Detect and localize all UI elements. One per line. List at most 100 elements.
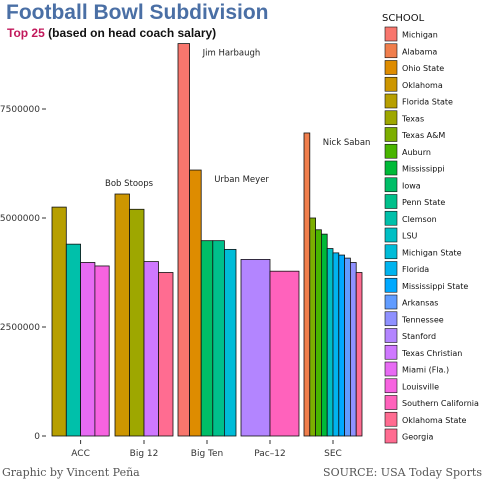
bar-clemson [65, 243, 82, 437]
x-tick-label: Pac–12 [254, 449, 285, 459]
bars-layer [51, 43, 363, 437]
legend-swatch [384, 143, 398, 159]
legend-swatch [384, 344, 398, 360]
bar-auburn [315, 229, 322, 437]
bar-arkansas [344, 257, 351, 437]
bar-southern-california [269, 270, 300, 437]
legend: SCHOOL Michigan Alabama Ohio State Oklahoma F… [382, 13, 479, 444]
bar-michigan [177, 43, 191, 437]
legend-entry: Mississippi [402, 165, 445, 174]
legend-swatch [384, 277, 398, 293]
legend-swatch [384, 378, 398, 394]
legend-entry: Penn State [402, 198, 445, 207]
annotation-label: Nick Saban [323, 138, 371, 148]
bar-penn-state [212, 240, 225, 437]
legend-entry: Iowa [402, 181, 421, 190]
legend-entry: Louisville [402, 382, 439, 391]
x-tick-label: SEC [324, 449, 342, 459]
legend-swatch [384, 328, 398, 343]
legend-swatch [384, 26, 398, 42]
x-tick-label: Big 12 [130, 449, 159, 459]
bar-oklahoma-state [158, 272, 174, 437]
y-tick-label: 5000000 [0, 214, 40, 224]
legend-entry: Tennessee [401, 315, 444, 324]
annotation-label: Jim Harbaugh [202, 49, 261, 59]
legend-swatch [384, 244, 398, 260]
bar-mississippi-state [338, 254, 345, 437]
y-tick-label: 7500000 [0, 105, 40, 115]
legend-swatch [384, 261, 398, 276]
legend-entry: Georgia [402, 433, 433, 442]
legend-swatch [384, 60, 398, 75]
chart-subtitle: Top 25 (based on head coach salary) [7, 26, 216, 40]
legend-swatch [384, 194, 398, 209]
y-axis: 0 2500000 5000000 7500000 [0, 105, 46, 442]
credit-left: Graphic by Vincent Peña [2, 466, 140, 479]
legend-entry: Ohio State [402, 64, 444, 73]
legend-swatch [384, 210, 398, 226]
legend-swatch [384, 411, 398, 427]
bar-iowa [200, 240, 214, 437]
legend-entry: Michigan State [402, 248, 462, 257]
legend-swatch [384, 160, 398, 176]
legend-entry: Alabama [402, 47, 437, 56]
legend-swatch [384, 127, 398, 142]
credit-source: SOURCE: USA Today Sports [323, 466, 482, 479]
legend-swatch [384, 227, 398, 243]
bar-georgia [355, 272, 363, 437]
bar-tennessee [349, 262, 357, 437]
chart-title: Football Bowl Subdivision [6, 1, 269, 24]
legend-entry: Miami (Fla.) [402, 366, 449, 375]
bar-lsu [326, 248, 334, 437]
bar-texas [129, 208, 145, 437]
x-tick-label: ACC [71, 449, 90, 459]
bar-texas-christian [143, 261, 159, 437]
legend-entry: Southern California [402, 399, 479, 408]
annotations-layer: Bob Stoops Jim Harbaugh Urban Meyer Nick Sa… [105, 49, 370, 189]
legend-swatch [384, 361, 398, 377]
legend-entry: Stanford [402, 332, 436, 341]
annotation-label: Urban Meyer [214, 175, 269, 185]
legend-swatch [384, 43, 398, 59]
legend-title: SCHOOL [382, 13, 425, 24]
legend-entry: Michigan [402, 31, 438, 40]
legend-entry: Arkansas [402, 299, 438, 308]
legend-entry: LSU [402, 232, 418, 241]
bar-florida-state [51, 206, 67, 437]
legend-entry: Texas A&M [401, 131, 445, 140]
bar-alabama [303, 132, 311, 437]
bar-michigan-state [223, 248, 237, 437]
bar-ohio-state [189, 169, 202, 437]
bar-mississippi [320, 233, 328, 437]
annotation-label: Bob Stoops [105, 179, 154, 189]
x-axis: ACC Big 12 Big Ten Pac–12 SEC [71, 440, 342, 459]
legend-swatch [384, 177, 398, 193]
legend-entry: Florida State [402, 98, 453, 107]
y-tick-label: 2500000 [0, 323, 40, 333]
legend-entry: Clemson [402, 215, 437, 224]
bar-oklahoma [114, 193, 130, 437]
legend-swatch [384, 428, 398, 444]
legend-swatch [384, 76, 398, 92]
legend-entry: Texas Christian [401, 349, 462, 358]
bar-texas-a-m [309, 217, 316, 437]
legend-swatch [384, 93, 398, 109]
legend-entry: Mississippi State [402, 282, 468, 291]
legend-entry: Auburn [402, 148, 431, 157]
legend-entry: Oklahoma State [402, 416, 467, 425]
bar-florida [332, 252, 340, 437]
bar-louisville [94, 265, 110, 437]
legend-entry: Florida [402, 265, 429, 274]
legend-entry: Texas [401, 114, 424, 123]
y-tick-label: 0 [34, 432, 40, 442]
bar-miami-fla- [80, 262, 96, 437]
legend-swatch [384, 395, 398, 410]
bar-chart: 0 2500000 5000000 7500000 Bob Stoops Jim Har… [0, 13, 479, 459]
legend-swatch [384, 311, 398, 327]
x-tick-label: Big Ten [191, 449, 223, 459]
legend-swatch [384, 110, 398, 126]
bar-stanford [240, 259, 271, 437]
legend-swatch [384, 294, 398, 310]
legend-entry: Oklahoma [402, 81, 443, 90]
subtitle-highlight: Top 25 [7, 26, 45, 40]
